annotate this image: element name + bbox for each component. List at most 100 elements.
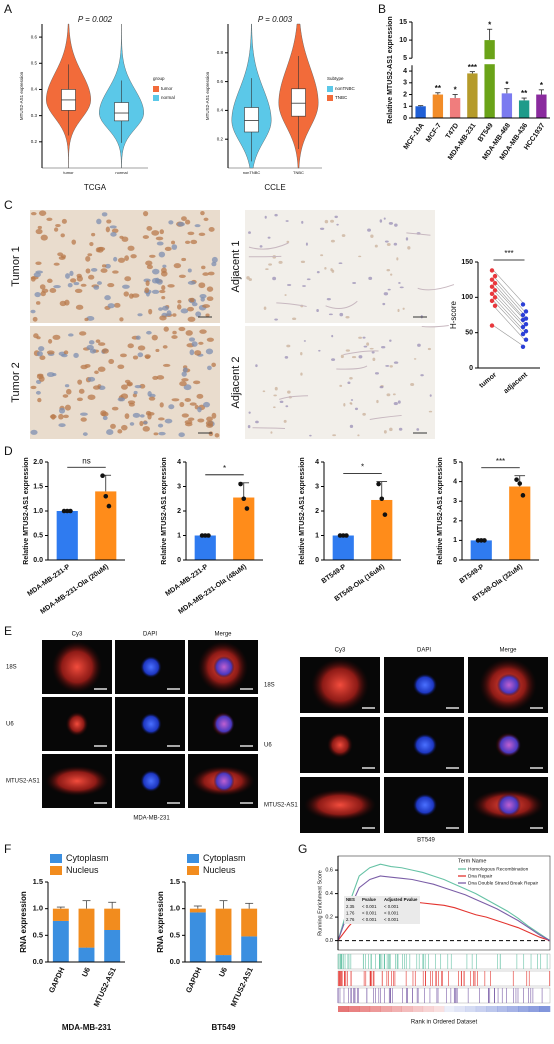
- x-tick-label: MDA-MB-231-Ola (20uM): [39, 563, 110, 615]
- panel-label: B: [378, 2, 386, 16]
- cell: [77, 379, 83, 385]
- cell: [124, 413, 130, 419]
- cell: [159, 289, 166, 294]
- bar: [233, 497, 255, 560]
- cell: [129, 422, 135, 426]
- cell: [417, 343, 421, 347]
- cell: [376, 399, 379, 404]
- cell: [319, 227, 325, 230]
- y-tick-label: 0.5: [170, 930, 180, 939]
- bar-segment: [104, 930, 121, 962]
- cell: [188, 337, 196, 342]
- table-cell: < 0.001: [384, 911, 399, 916]
- cell: [101, 411, 109, 417]
- data-point: [478, 538, 484, 543]
- cell: [112, 270, 119, 274]
- y-tick-label: 1.5: [33, 877, 43, 886]
- y-tick-label: 0.6: [217, 79, 224, 84]
- ihc-label: Tumor 1: [10, 246, 22, 287]
- cell: [358, 336, 363, 339]
- cell: [146, 330, 152, 335]
- bar-segment: [52, 908, 69, 921]
- cell: [194, 350, 202, 356]
- tissue-fiber: [336, 365, 368, 370]
- cell: [366, 342, 370, 346]
- bar: [509, 486, 531, 560]
- cell: [157, 423, 164, 428]
- cell: [73, 281, 80, 286]
- cell: [372, 357, 376, 362]
- significance: ns: [82, 456, 90, 465]
- rank-gradient: [465, 1006, 477, 1012]
- legend-title: Term Name: [458, 858, 486, 864]
- cell: [63, 350, 69, 355]
- cell: [305, 242, 308, 246]
- bar: [332, 535, 354, 560]
- cell: [121, 236, 129, 242]
- y-tick-label: 5: [453, 459, 457, 466]
- cell: [316, 308, 319, 313]
- cell: [193, 380, 201, 385]
- cell: [164, 418, 173, 424]
- cell: [274, 386, 278, 391]
- x-axis-label: MDA-MB-231: [62, 1023, 112, 1032]
- bar-segment: [52, 920, 69, 962]
- bar: [470, 540, 492, 560]
- cell: [274, 318, 278, 321]
- data-point: [520, 312, 526, 318]
- cell: [127, 245, 135, 251]
- cell: [149, 254, 156, 258]
- if-caption: BT549: [417, 838, 435, 844]
- bar: [194, 535, 216, 560]
- cell: [184, 420, 193, 425]
- rank-gradient: [528, 1006, 540, 1012]
- x-tick-label: MCF-7: [425, 122, 443, 144]
- cell: [194, 224, 201, 228]
- x-axis-label: BT549: [211, 1023, 236, 1032]
- data-point: [106, 503, 112, 509]
- cell: [109, 225, 117, 229]
- cell: [68, 333, 74, 337]
- bar: [432, 94, 444, 118]
- cell: [203, 217, 209, 222]
- if-row-label: 18S: [6, 665, 17, 671]
- cell: [284, 294, 287, 296]
- cell: [177, 304, 182, 310]
- cell: [84, 317, 89, 322]
- cell: [384, 240, 389, 243]
- cell: [161, 295, 166, 300]
- cell: [101, 348, 109, 354]
- cell: [139, 414, 145, 418]
- tissue-fiber: [369, 414, 402, 421]
- cell: [151, 334, 158, 341]
- cell: [181, 216, 187, 221]
- cell: [285, 220, 289, 222]
- y-tick-label: 1.5: [170, 877, 180, 886]
- y-tick-label: 1: [403, 103, 407, 110]
- data-point: [482, 538, 487, 543]
- y-tick-label: 4: [403, 68, 407, 75]
- cell: [156, 375, 165, 380]
- y-tick-label: 100: [461, 294, 473, 301]
- cell: [76, 397, 83, 402]
- dapi-nucleus: [213, 713, 235, 735]
- cell: [181, 413, 189, 418]
- cell: [332, 434, 337, 437]
- legend-swatch: [187, 854, 199, 863]
- cell: [198, 232, 206, 237]
- box: [114, 102, 129, 122]
- data-point: [202, 533, 208, 538]
- legend-label: tumor: [161, 86, 173, 91]
- cell: [300, 260, 306, 264]
- significance: *: [505, 80, 509, 89]
- y-tick-label: 3: [403, 80, 407, 87]
- if-column-label: Cy3: [72, 632, 83, 638]
- cell: [60, 353, 68, 358]
- ihc-image: [245, 326, 435, 439]
- cell: [142, 235, 150, 239]
- cell: [46, 350, 55, 355]
- y-axis-label: RNA expression: [19, 891, 28, 953]
- cell: [399, 286, 404, 289]
- cell: [379, 219, 383, 223]
- data-point: [520, 317, 526, 323]
